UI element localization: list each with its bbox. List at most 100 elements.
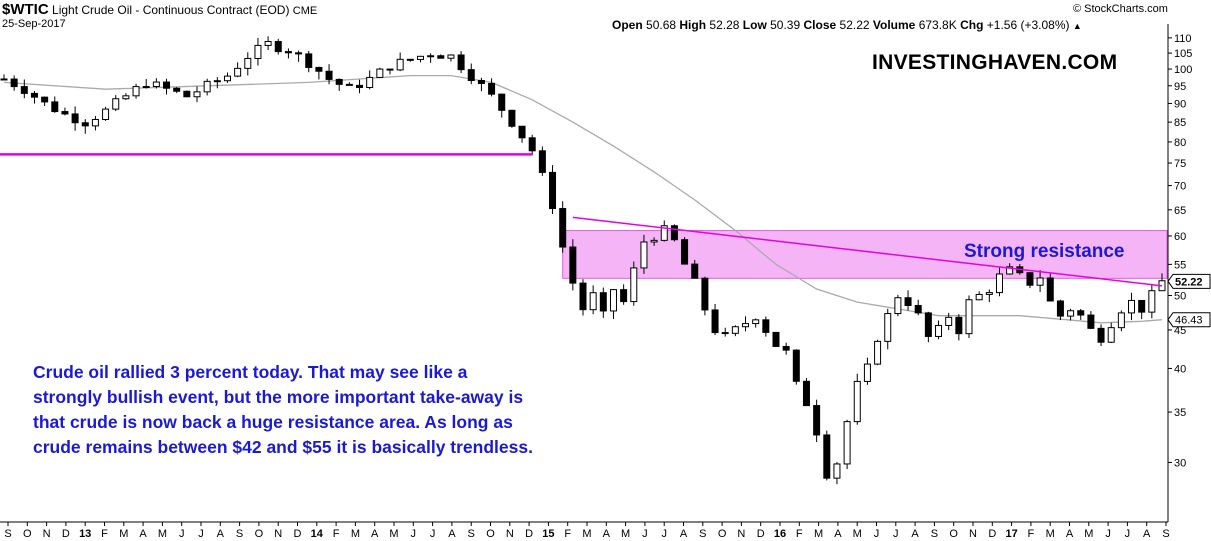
candle-body [142,86,150,89]
low-value: 50.39 [770,18,801,32]
candle-body [538,150,546,173]
x-axis: S O N D 13 F M A M J J A S O N D 14 F M A M J J A S O N D 15 F M A M J J A S… [0,521,1170,540]
candle-body [284,51,292,54]
x-tick-label: J [1125,528,1131,540]
candle-body [589,292,597,311]
volume-label: Volume [872,18,916,32]
candle-body [792,349,800,382]
candle-body [1107,327,1115,343]
candle-body [447,54,455,59]
annotation-text: Crude oil rallied 3 percent today. That … [33,362,533,457]
candle-body [995,273,1003,294]
candle-body [325,70,333,80]
x-tick-label: M [582,528,591,540]
candle-body [660,225,668,241]
candle-body [41,96,49,103]
high-value: 52.28 [709,18,740,32]
x-tick-label: O [486,528,495,540]
x-tick-label: J [661,528,667,540]
candle-body [295,52,303,55]
x-tick-label: N [43,528,51,540]
candle-body [772,331,780,347]
candle-body [1097,327,1105,343]
candle-body [203,80,211,93]
exchange: CME [292,5,318,17]
candle-body [620,289,628,303]
candle-body [10,78,18,88]
x-tick-label: J [411,528,417,540]
last-close-marker: 52.22 [1167,273,1211,289]
y-tick-label: 95 [1174,81,1186,93]
candle-body [965,299,973,335]
candle-body [1128,299,1136,314]
resistance-label: Strong resistance [964,241,1125,262]
candle-body [955,316,963,335]
candle-body [701,277,709,311]
x-tick-label: D [988,528,996,540]
close-label: Close [803,18,837,32]
candle-body [488,82,496,95]
candle-body [853,380,861,423]
x-tick-label: 13 [79,528,91,540]
x-tick-label: D [757,528,765,540]
x-tick-label: J [1105,528,1111,540]
candle-body [935,324,943,337]
x-tick-label: A [448,528,456,540]
moving-average-layer [3,74,1163,324]
last-close-marker-text: 52.22 [1175,276,1203,288]
candle-body [477,79,485,84]
candle-body [173,87,181,92]
x-tick-label: 15 [542,528,554,540]
x-tick-label: J [642,528,648,540]
x-tick-label: A [680,528,688,540]
x-tick-label: M [389,528,398,540]
candle-body [782,345,790,351]
candle-body [264,40,272,46]
candle-body [863,363,871,382]
copyright: © StockCharts.com [1073,3,1168,15]
candle-body [51,101,59,113]
candle-body [244,57,252,69]
x-tick-label: A [217,528,225,540]
x-tick-label: J [430,528,436,540]
x-tick-label: A [911,528,919,540]
candle-body [213,80,221,83]
candle-body [457,54,465,71]
candle-body [914,304,922,314]
candle-body [640,241,648,269]
candle-body [366,76,374,88]
candle-body [1067,310,1075,317]
x-tick-label: D [525,528,533,540]
x-tick-label: N [274,528,282,540]
candle-body [874,340,882,365]
candle-body [112,98,120,110]
candle-body [650,239,658,243]
candle-body [91,118,99,127]
y-tick-label: 105 [1174,48,1192,60]
x-tick-label: 17 [1005,528,1017,540]
candle-body [569,246,577,284]
y-tick-label: 70 [1174,181,1186,193]
x-tick-label: A [371,528,379,540]
candle-body [975,293,983,301]
x-tick-label: A [603,528,611,540]
y-tick-label: 90 [1174,98,1186,110]
x-tick-label: M [1084,528,1093,540]
up-arrow-icon: ▲ [1072,21,1082,31]
candle-body [985,292,993,295]
candle-body [1117,312,1125,329]
x-tick-label: 16 [774,528,786,540]
candle-body [599,292,607,312]
candle-body [315,66,323,72]
candle-body [731,326,739,334]
x-tick-label: M [853,528,862,540]
volume-value: 673.8K [918,18,957,32]
x-tick-label: A [1066,528,1074,540]
candle-body [1138,299,1146,313]
candle-body [549,171,557,210]
candle-body [924,312,932,337]
x-tick-label: M [119,528,128,540]
candle-body [802,380,810,407]
candle-body [20,86,28,94]
